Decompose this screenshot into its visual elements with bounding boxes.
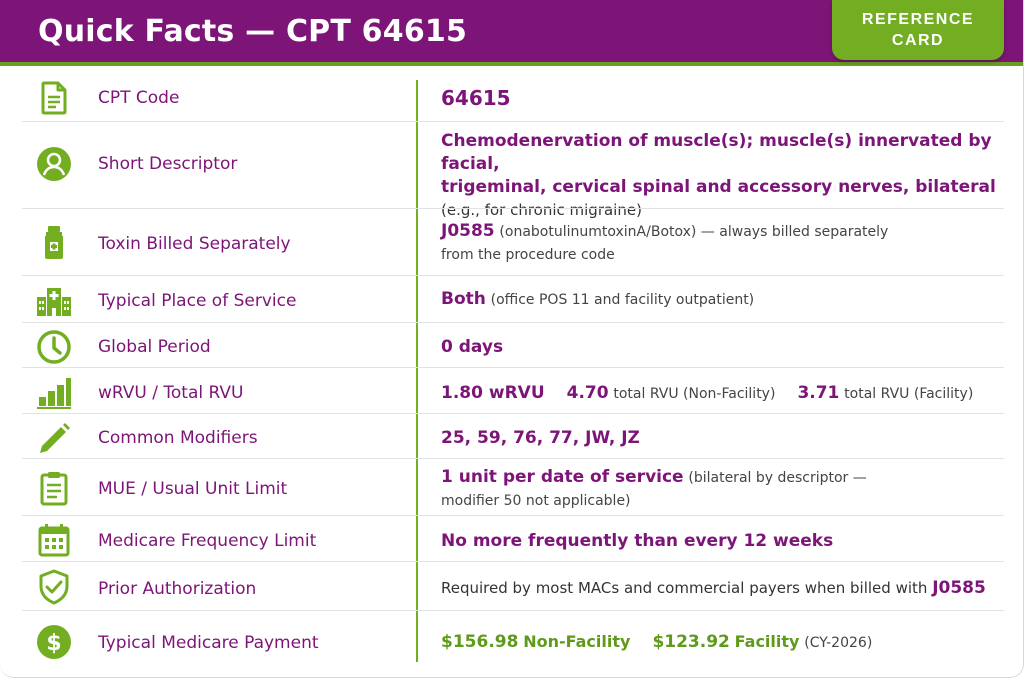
row-label-prior-auth: Prior Authorization — [98, 579, 257, 599]
row-value-place-of-service: Both (office POS 11 and facility outpati… — [441, 288, 1001, 312]
row-label-short-descriptor: Short Descriptor — [98, 154, 238, 174]
row-label-frequency: Medicare Frequency Limit — [98, 531, 317, 551]
row-label-payment: Typical Medicare Payment — [98, 633, 319, 653]
nf-rvu-label: total RVU (Non-Facility) — [613, 386, 776, 402]
row-value-modifiers: 25, 59, 76, 77, JW, JZ — [441, 427, 1001, 450]
row-separator — [22, 322, 1004, 323]
pos-value-bold: Both — [441, 289, 486, 309]
descriptor-line-1: Chemodenervation of muscle(s); muscle(s)… — [441, 131, 992, 174]
descriptor-line-2: trigeminal, cervical spinal and accessor… — [441, 177, 996, 197]
frequency-value: No more frequently than every 12 weeks — [441, 531, 834, 551]
vial-icon — [36, 224, 72, 260]
descriptor-line-3: (e.g., for chronic migraine) — [441, 201, 642, 219]
row-value-global-period: 0 days — [441, 336, 1001, 359]
f-payment-amount: $123.92 — [652, 632, 730, 652]
row-label-rvu: wRVU / Total RVU — [98, 383, 244, 403]
row-separator — [22, 610, 1004, 611]
document-icon — [36, 80, 72, 116]
nf-payment-label: Non-Facility — [523, 632, 631, 651]
row-label-global-period: Global Period — [98, 337, 211, 357]
row-value-toxin: J0585 (onabotulinumtoxinA/Botox) — alway… — [441, 220, 1001, 267]
prior-auth-code: J0585 — [932, 578, 986, 598]
row-label-cpt-code: CPT Code — [98, 88, 180, 108]
mue-value-bold: 1 unit per date of service — [441, 467, 684, 487]
mue-value-rest: (bilateral by descriptor — — [688, 470, 867, 486]
toxin-note-line-1: (onabotulinumtoxinA/Botox) — always bill… — [499, 224, 889, 240]
page-title: Quick Facts — CPT 64615 — [38, 14, 468, 49]
reference-card-badge: REFERENCE CARD — [832, 0, 1004, 60]
toxin-note-line-2: from the procedure code — [441, 247, 615, 263]
pencil-icon — [36, 420, 72, 456]
nf-rvu-value: 4.70 — [566, 383, 609, 403]
calendar-icon — [36, 522, 72, 558]
row-value-prior-auth: Required by most MACs and commercial pay… — [441, 577, 1001, 600]
column-divider — [416, 80, 418, 662]
row-separator — [22, 275, 1004, 276]
wrvu-value: 1.80 wRVU — [441, 383, 545, 403]
global-period-value: 0 days — [441, 337, 504, 357]
row-value-cpt-code: 64615 — [441, 87, 1001, 112]
row-separator — [22, 208, 1004, 209]
badge-line-1: REFERENCE — [861, 11, 975, 28]
row-separator — [22, 458, 1004, 459]
bar-chart-icon — [36, 374, 72, 410]
nf-payment-amount: $156.98 — [441, 632, 519, 652]
row-label-toxin: Toxin Billed Separately — [98, 234, 291, 254]
payment-year-note: (CY-2026) — [804, 635, 873, 651]
prior-auth-text: Required by most MACs and commercial pay… — [441, 579, 928, 597]
f-rvu-value: 3.71 — [797, 383, 840, 403]
cpt-code-value: 64615 — [441, 86, 511, 110]
row-value-rvu: 1.80 wRVU 4.70 total RVU (Non-Facility) 3.… — [441, 382, 1001, 406]
shield-check-icon — [36, 569, 72, 605]
person-icon — [36, 146, 72, 182]
badge-line-2: CARD — [891, 32, 945, 49]
mue-value-line-2: modifier 50 not applicable) — [441, 493, 631, 509]
row-label-mue: MUE / Usual Unit Limit — [98, 479, 288, 499]
f-payment-label: Facility — [734, 632, 800, 651]
row-label-place-of-service: Typical Place of Service — [98, 291, 297, 311]
dollar-icon: $ — [36, 624, 72, 660]
modifiers-value: 25, 59, 76, 77, JW, JZ — [441, 428, 640, 448]
svg-text:$: $ — [46, 631, 61, 656]
pos-value-rest: (office POS 11 and facility outpatient) — [490, 292, 755, 308]
row-separator — [22, 413, 1004, 414]
row-label-modifiers: Common Modifiers — [98, 428, 258, 448]
row-value-mue: 1 unit per date of service (bilateral by… — [441, 466, 1001, 513]
row-value-frequency: No more frequently than every 12 weeks — [441, 530, 1001, 553]
row-separator — [22, 367, 1004, 368]
toxin-code: J0585 — [441, 221, 495, 241]
row-value-payment: $156.98 Non-Facility $123.92 Facility (CY… — [441, 630, 1001, 655]
row-separator — [22, 561, 1004, 562]
clipboard-icon — [36, 470, 72, 506]
row-value-short-descriptor: Chemodenervation of muscle(s); muscle(s)… — [441, 130, 1001, 222]
f-rvu-label: total RVU (Facility) — [844, 386, 974, 402]
clock-icon — [36, 329, 72, 365]
hospital-icon — [36, 283, 72, 319]
row-separator — [22, 515, 1004, 516]
row-separator — [22, 121, 1004, 122]
